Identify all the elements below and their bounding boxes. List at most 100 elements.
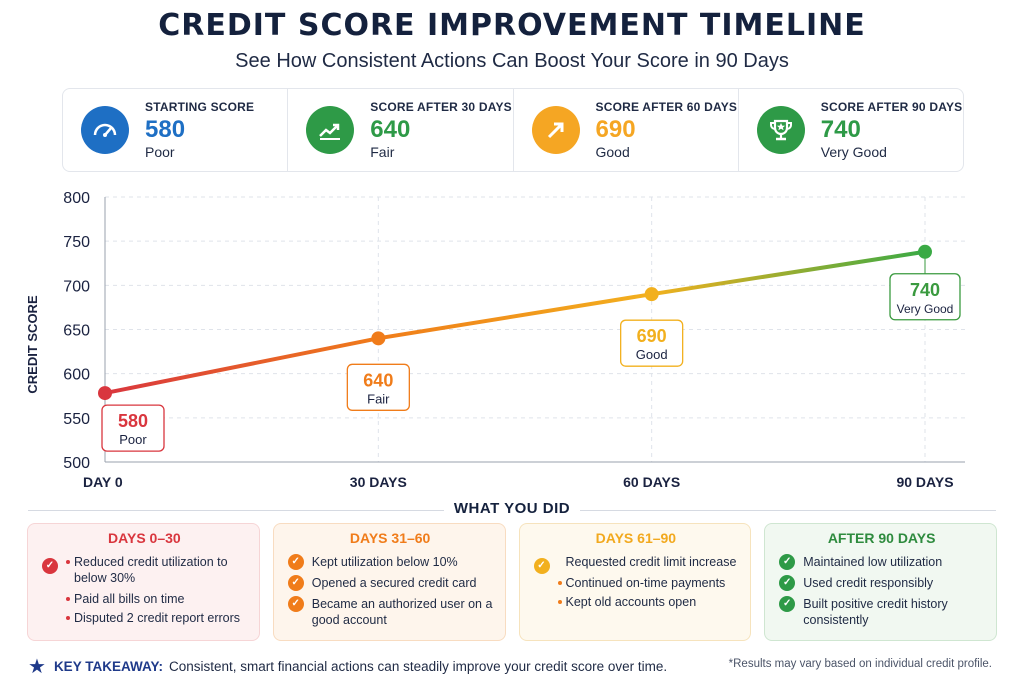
star-icon: ★	[28, 656, 46, 678]
action-box-heading: AFTER 90 DAYS	[827, 530, 936, 546]
action-text: Requested credit limit increase	[565, 555, 737, 569]
data-label-rating: Very Good	[897, 302, 954, 316]
what-you-did-title: WHAT YOU DID	[443, 500, 581, 517]
card-label: STARTING SCORE	[145, 100, 255, 114]
action-text: Kept utilization below 10%	[311, 555, 458, 569]
key-takeaway: ★ KEY TAKEAWAY: Consistent, smart financ…	[28, 654, 667, 679]
data-label-value: 640	[363, 370, 393, 390]
card-rating: Fair	[370, 144, 395, 160]
list-item: ✓ Requested credit limit increase	[532, 554, 741, 574]
speedometer-icon	[81, 106, 129, 154]
data-label-rating: Poor	[119, 432, 147, 447]
action-box-heading: DAYS 31–60	[349, 530, 431, 546]
trend-chart-icon	[306, 106, 355, 154]
page-title: CREDIT SCORE IMPROVEMENT TIMELINE	[158, 8, 866, 43]
action-text: Opened a secured credit card	[311, 576, 477, 590]
data-point	[918, 244, 932, 259]
y-tick-label: 550	[63, 411, 90, 428]
action-text: Became an authorized user on a good acco…	[311, 597, 493, 627]
list-item: ✓ Kept utilization below 10%	[286, 554, 495, 570]
list-item: Continued on-time payments	[532, 575, 741, 591]
list-item: ✓ Became an authorized user on a good acc…	[286, 596, 495, 628]
x-tick-label: 90 DAYS	[896, 474, 953, 490]
check-icon: ✓	[287, 575, 304, 591]
list-item: ✓ Built positive credit history consisten…	[777, 596, 986, 628]
actions-panel: DAYS 0–30 ✓ Reduced credit utilization to…	[27, 523, 997, 641]
y-tick-label: 600	[63, 367, 90, 384]
action-box-days-61-90: DAYS 61–90 ✓ Requested credit limit incre…	[518, 523, 752, 641]
action-text: Used credit responsibly	[803, 576, 934, 590]
card-rating: Poor	[145, 144, 175, 160]
disclaimer: *Results may vary based on individual cr…	[728, 658, 992, 670]
takeaway-label: KEY TAKEAWAY:	[53, 659, 163, 674]
card-score-60: SCORE AFTER 60 DAYS 690 Good	[514, 89, 739, 171]
action-text: Continued on-time payments	[565, 576, 726, 590]
card-value: 690	[595, 116, 636, 143]
card-rating: Very Good	[820, 144, 887, 160]
list-item: Disputed 2 credit report errors	[40, 610, 249, 626]
card-value: 640	[370, 116, 411, 143]
list-item: ✓ Maintained low utilization	[777, 554, 986, 570]
action-text: Reduced credit utilization to below 30%	[74, 555, 228, 585]
y-tick-label: 700	[63, 278, 90, 295]
score-line-chart: 500 550 600 650 700 750 800 DAY 0 30 DAYS 60 DAYS…	[25, 190, 965, 490]
card-label: SCORE AFTER 30 DAYS	[370, 100, 512, 114]
data-label-rating: Good	[636, 347, 668, 362]
check-icon: ✓	[533, 558, 550, 574]
card-label: SCORE AFTER 60 DAYS	[595, 100, 738, 114]
data-label-value: 690	[637, 326, 667, 346]
action-text: Disputed 2 credit report errors	[74, 611, 241, 625]
list-item: Paid all bills on time	[40, 591, 249, 607]
data-label-box	[346, 363, 410, 411]
page-subtitle: See How Consistent Actions Can Boost You…	[235, 50, 789, 72]
list-item: ✓ Used credit responsibly	[777, 575, 986, 591]
list-item: Kept old accounts open	[532, 594, 741, 610]
check-icon: ✓	[779, 596, 796, 612]
check-icon: ✓	[779, 554, 796, 570]
action-text: Paid all bills on time	[74, 592, 185, 606]
action-box-days-31-60: DAYS 31–60 ✓ Kept utilization below 10% ✓…	[272, 523, 506, 641]
x-tick-label: 60 DAYS	[623, 474, 680, 490]
card-score-30: SCORE AFTER 30 DAYS 640 Fair	[288, 89, 514, 171]
arrow-up-right-icon	[531, 106, 580, 154]
action-box-after-90-days: AFTER 90 DAYS ✓ Maintained low utilizatio…	[764, 523, 997, 641]
card-starting-score: STARTING SCORE 580 Poor	[63, 89, 289, 171]
y-tick-label: 750	[63, 234, 90, 251]
check-icon: ✓	[287, 596, 304, 612]
data-label-box	[620, 319, 684, 367]
data-point	[371, 331, 386, 346]
x-tick-label: DAY 0	[83, 474, 123, 490]
takeaway-text: Consistent, smart financial actions can …	[168, 659, 668, 674]
y-tick-label: 650	[63, 323, 90, 340]
y-axis-label: CREDIT SCORE	[25, 295, 40, 394]
action-box-days-0-30: DAYS 0–30 ✓ Reduced credit utilization to…	[27, 523, 260, 641]
y-tick-label: 800	[63, 190, 90, 207]
card-rating: Good	[595, 144, 630, 160]
card-value: 740	[820, 116, 861, 143]
score-summary-cards: STARTING SCORE 580 Poor SCORE AFTER 30 D…	[62, 88, 964, 172]
data-label-rating: Fair	[367, 391, 390, 406]
action-text: Maintained low utilization	[803, 555, 943, 569]
data-label-value: 740	[910, 280, 940, 300]
data-label-box	[101, 404, 165, 452]
action-box-heading: DAYS 0–30	[108, 530, 181, 546]
check-icon: ✓	[779, 575, 796, 591]
data-label-value: 580	[118, 411, 148, 431]
score-line	[103, 249, 927, 396]
action-box-heading: DAYS 61–90	[595, 530, 677, 546]
list-item: ✓ Reduced credit utilization to below 30%	[40, 554, 249, 586]
trophy-icon	[756, 106, 805, 154]
data-point	[98, 386, 112, 401]
y-tick-label: 500	[63, 455, 90, 472]
card-value: 580	[145, 116, 186, 143]
data-label-box	[889, 273, 961, 321]
data-point	[644, 287, 659, 302]
list-item: ✓ Opened a secured credit card	[286, 575, 495, 591]
action-text: Built positive credit history consistent…	[803, 597, 948, 627]
check-icon: ✓	[287, 554, 304, 570]
action-text: Kept old accounts open	[565, 595, 697, 609]
card-score-90: SCORE AFTER 90 DAYS 740 Very Good	[739, 89, 963, 171]
check-icon: ✓	[42, 558, 58, 574]
card-label: SCORE AFTER 90 DAYS	[820, 100, 963, 114]
x-tick-label: 30 DAYS	[350, 474, 407, 490]
